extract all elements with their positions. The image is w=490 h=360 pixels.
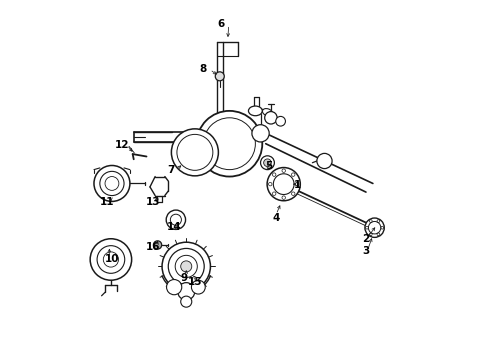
Circle shape — [264, 159, 271, 167]
Circle shape — [368, 221, 381, 234]
Circle shape — [168, 248, 204, 284]
Circle shape — [215, 72, 224, 81]
Text: 14: 14 — [167, 222, 181, 231]
Text: 10: 10 — [105, 255, 120, 265]
Circle shape — [94, 166, 130, 202]
Circle shape — [196, 111, 262, 176]
Text: 9: 9 — [181, 274, 188, 283]
Circle shape — [181, 296, 192, 307]
Text: 12: 12 — [115, 140, 129, 150]
Circle shape — [177, 134, 213, 170]
Circle shape — [167, 279, 182, 295]
Text: 13: 13 — [146, 198, 161, 207]
Circle shape — [181, 261, 192, 272]
Circle shape — [261, 156, 274, 170]
Text: 16: 16 — [146, 242, 161, 252]
Circle shape — [276, 116, 286, 126]
Circle shape — [252, 125, 269, 142]
Circle shape — [175, 255, 197, 278]
Circle shape — [177, 283, 195, 300]
Circle shape — [100, 171, 124, 195]
Circle shape — [172, 129, 219, 176]
Ellipse shape — [248, 106, 262, 116]
Circle shape — [153, 241, 162, 249]
Circle shape — [265, 112, 277, 124]
Text: 3: 3 — [363, 246, 370, 256]
Text: 6: 6 — [217, 19, 224, 30]
Circle shape — [317, 153, 332, 168]
Circle shape — [273, 174, 294, 194]
Circle shape — [192, 280, 205, 294]
Text: 7: 7 — [167, 165, 174, 175]
Circle shape — [166, 210, 186, 229]
Circle shape — [97, 246, 125, 273]
Text: 4: 4 — [272, 213, 280, 223]
Text: 1: 1 — [294, 180, 301, 190]
Circle shape — [162, 242, 210, 291]
Circle shape — [203, 118, 255, 170]
Text: 11: 11 — [99, 198, 114, 207]
Circle shape — [90, 239, 132, 280]
Circle shape — [267, 167, 300, 201]
Circle shape — [365, 218, 384, 237]
Circle shape — [171, 214, 181, 225]
Ellipse shape — [263, 109, 272, 116]
Text: 15: 15 — [188, 277, 202, 287]
Text: 8: 8 — [200, 64, 207, 75]
Text: 5: 5 — [266, 161, 273, 171]
Text: 2: 2 — [363, 234, 370, 244]
